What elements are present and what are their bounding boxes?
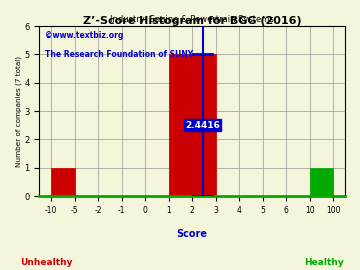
Text: The Research Foundation of SUNY: The Research Foundation of SUNY (45, 50, 194, 59)
Text: Healthy: Healthy (304, 258, 344, 267)
Text: Industry: Engine & Powertrain Systems: Industry: Engine & Powertrain Systems (110, 15, 274, 24)
Text: ©www.textbiz.org: ©www.textbiz.org (45, 31, 124, 40)
Bar (169, 55, 216, 196)
Text: 2.4416: 2.4416 (185, 121, 220, 130)
Text: Unhealthy: Unhealthy (21, 258, 73, 267)
Y-axis label: Number of companies (7 total): Number of companies (7 total) (15, 56, 22, 167)
Bar (310, 168, 333, 196)
Bar (51, 168, 75, 196)
X-axis label: Score: Score (177, 229, 208, 239)
Title: Z’-Score Histogram for BGG (2016): Z’-Score Histogram for BGG (2016) (83, 16, 302, 26)
